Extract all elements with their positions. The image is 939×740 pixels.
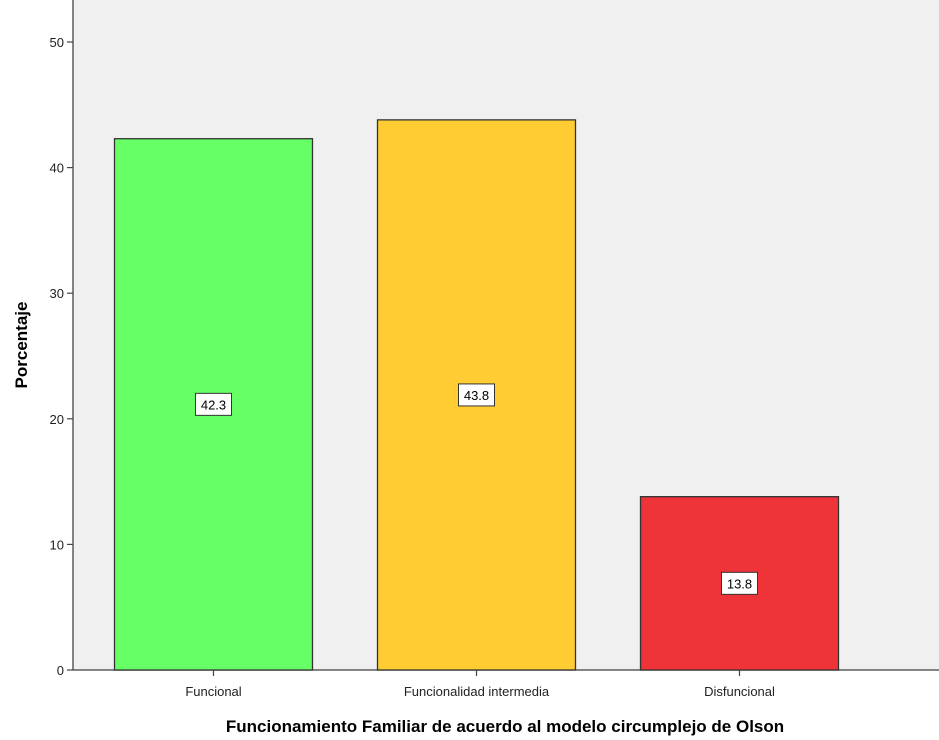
x-tick-label: Funcionalidad intermedia — [404, 684, 550, 699]
value-label-box — [458, 383, 495, 407]
value-label-box — [721, 571, 758, 595]
y-tick-label: 30 — [50, 286, 64, 301]
value-label: 42.3 — [201, 397, 226, 412]
y-axis: 0 10 20 30 40 50 — [50, 35, 73, 678]
y-axis-title: Porcentaje — [12, 302, 31, 389]
y-tick-label: 20 — [50, 412, 64, 427]
x-tick-label: Disfuncional — [704, 684, 775, 699]
y-tick-label: 0 — [57, 663, 64, 678]
x-tick-label: Funcional — [185, 684, 241, 699]
value-label-box — [195, 392, 232, 416]
y-tick-label: 50 — [50, 35, 64, 50]
value-label: 13.8 — [727, 576, 752, 591]
y-tick-label: 10 — [50, 537, 64, 552]
value-label: 43.8 — [464, 388, 489, 403]
x-axis-title: Funcionamiento Familiar de acuerdo al mo… — [226, 717, 784, 736]
x-axis: Funcional Funcionalidad intermedia Disfunc… — [185, 670, 775, 699]
y-tick-label: 40 — [50, 161, 64, 176]
